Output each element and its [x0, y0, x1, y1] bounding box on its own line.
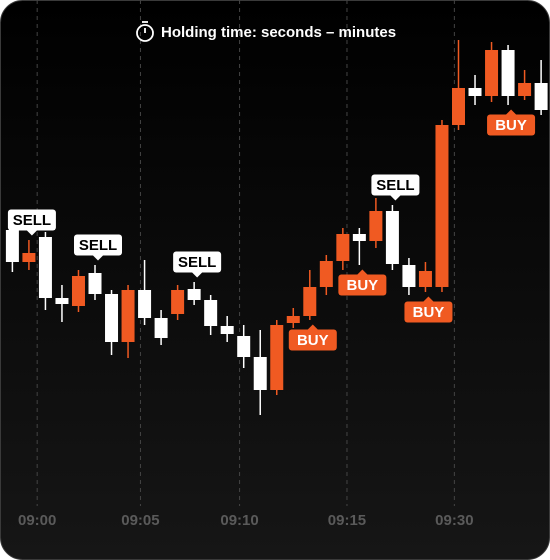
signal-label: SELL	[178, 254, 216, 271]
x-tick-label: 09:15	[328, 512, 366, 529]
candle-body	[319, 261, 333, 287]
signal-pointer	[423, 296, 434, 302]
candle-body	[55, 298, 69, 304]
chart-title: Holding time: seconds – minutes	[161, 24, 396, 41]
signal-pointer	[390, 195, 401, 201]
candle-body	[71, 276, 85, 306]
x-tick-label: 09:30	[435, 512, 473, 529]
grid: 09:00 09:05 09:10 09:15 09:30	[18, 0, 474, 529]
candle-body	[534, 83, 548, 110]
signal-label: BUY	[297, 332, 329, 349]
x-tick-label: 09:00	[18, 512, 56, 529]
candle-body	[88, 273, 102, 294]
signal-tag: BUY	[288, 324, 337, 351]
candle-body	[204, 300, 218, 326]
candle-body	[352, 234, 366, 241]
signal-tag: BUY	[487, 109, 536, 136]
signal-label: BUY	[413, 304, 445, 321]
candle-body	[286, 316, 300, 323]
candle-body	[418, 271, 432, 287]
signal-box	[173, 251, 222, 273]
candle-body	[237, 336, 251, 357]
candle-body	[220, 326, 234, 334]
candle-body	[22, 253, 36, 262]
signal-box	[288, 329, 337, 351]
candle-body	[435, 125, 449, 287]
signal-box	[74, 234, 123, 256]
candle-body	[468, 88, 482, 96]
candle-body	[5, 230, 19, 262]
candle-body	[385, 211, 399, 264]
candle-body	[38, 237, 52, 298]
candle-body	[253, 357, 267, 390]
candles	[5, 40, 548, 415]
candle-body	[270, 325, 284, 390]
x-tick-label: 09:05	[121, 512, 159, 529]
candle-body	[105, 294, 119, 342]
candle-body	[154, 318, 168, 338]
signal-pointer	[192, 272, 203, 278]
signal-box	[487, 114, 536, 136]
signal-pointer	[307, 324, 318, 330]
candle-body	[336, 234, 350, 261]
stopwatch-icon	[136, 21, 154, 42]
signal-tag: BUY	[338, 269, 387, 296]
signal-label: SELL	[13, 212, 51, 229]
candle-body	[303, 287, 317, 316]
signal-label: SELL	[79, 237, 117, 254]
signal-box	[338, 274, 387, 296]
signal-label: BUY	[347, 277, 379, 294]
signal-label: BUY	[495, 117, 527, 134]
signal-label: SELL	[376, 177, 414, 194]
signal-pointer	[357, 269, 368, 275]
signal-box	[404, 301, 453, 323]
candle-body	[451, 88, 465, 125]
signal-tag: SELL	[7, 209, 56, 236]
candle-body	[369, 211, 383, 241]
x-tick-label: 09:10	[220, 512, 258, 529]
signal-pointer	[506, 109, 517, 115]
signal-tag: SELL	[371, 174, 420, 201]
signals: SELL SELL SELL SELL BUY BUY BUY BUY	[7, 109, 536, 351]
signal-tag: BUY	[404, 296, 453, 323]
candle-body	[138, 290, 152, 318]
candle-body	[187, 289, 201, 300]
signal-tag: SELL	[173, 251, 222, 278]
signal-tag: SELL	[74, 234, 123, 261]
candle-body	[485, 50, 499, 96]
signal-box	[7, 209, 56, 231]
candle-body	[121, 290, 135, 342]
signal-pointer	[93, 255, 104, 261]
candle-body	[402, 265, 416, 287]
candle-body	[518, 83, 532, 96]
signal-pointer	[26, 230, 37, 236]
candle-body	[501, 50, 515, 96]
candle-body	[171, 290, 185, 314]
signal-box	[371, 174, 420, 196]
